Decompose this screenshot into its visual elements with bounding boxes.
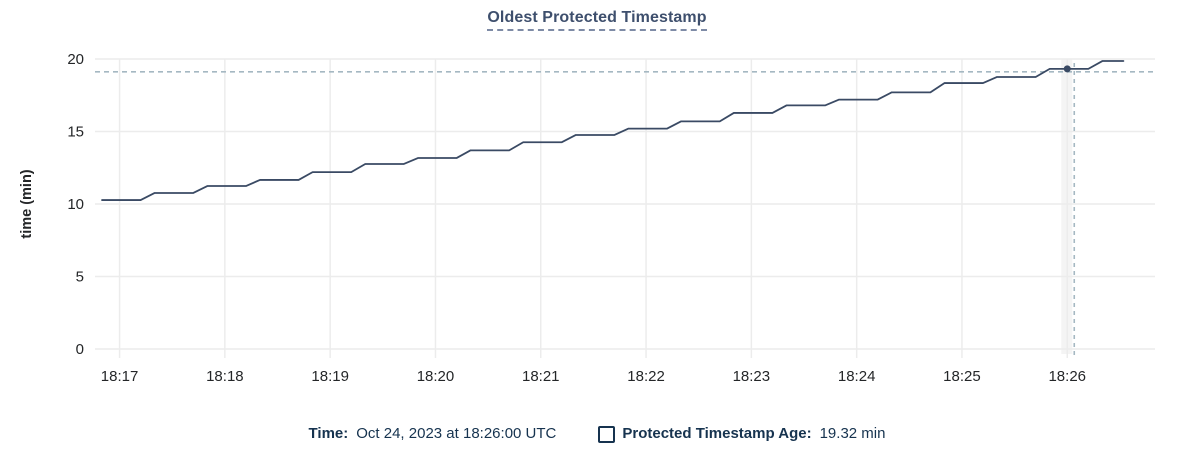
legend-series-label: Protected Timestamp Age: xyxy=(622,424,812,442)
x-tick-label: 18:17 xyxy=(101,368,139,385)
x-tick-label: 18:18 xyxy=(206,368,244,385)
x-tick-label: 18:24 xyxy=(838,368,876,385)
y-tick-label: 5 xyxy=(76,269,84,286)
series-toggle-checkbox[interactable] xyxy=(598,425,616,443)
y-axis-title: time (min) xyxy=(19,169,35,238)
hover-legend: Time: Oct 24, 2023 at 18:26:00 UTC Prote… xyxy=(0,420,1194,446)
legend-time-value: Oct 24, 2023 at 18:26:00 UTC xyxy=(356,424,557,442)
y-tick-label: 10 xyxy=(67,196,84,213)
y-tick-label: 15 xyxy=(67,124,84,141)
x-tick-label: 18:21 xyxy=(522,368,560,385)
x-tick-label: 18:20 xyxy=(417,368,455,385)
line-chart[interactable]: 0 5 10 15 20 18:17 18:18 18:19 18:20 18:21 18:22 18… xyxy=(0,0,1194,405)
x-tick-label: 18:22 xyxy=(627,368,665,385)
hover-point-dot xyxy=(1063,65,1071,73)
legend-series-value: 19.32 min xyxy=(819,424,886,442)
chart-title-row: Oldest Protected Timestamp xyxy=(0,9,1194,31)
x-tick-label: 18:23 xyxy=(733,368,771,385)
x-tick-label: 18:25 xyxy=(943,368,981,385)
chart-title[interactable]: Oldest Protected Timestamp xyxy=(487,9,707,31)
series-line xyxy=(101,60,1125,201)
x-tick-label: 18:26 xyxy=(1048,368,1086,385)
legend-time-label: Time: xyxy=(308,424,349,442)
x-tick-label: 18:19 xyxy=(311,368,349,385)
y-tick-label: 20 xyxy=(67,51,84,68)
y-tick-label: 0 xyxy=(76,341,84,358)
